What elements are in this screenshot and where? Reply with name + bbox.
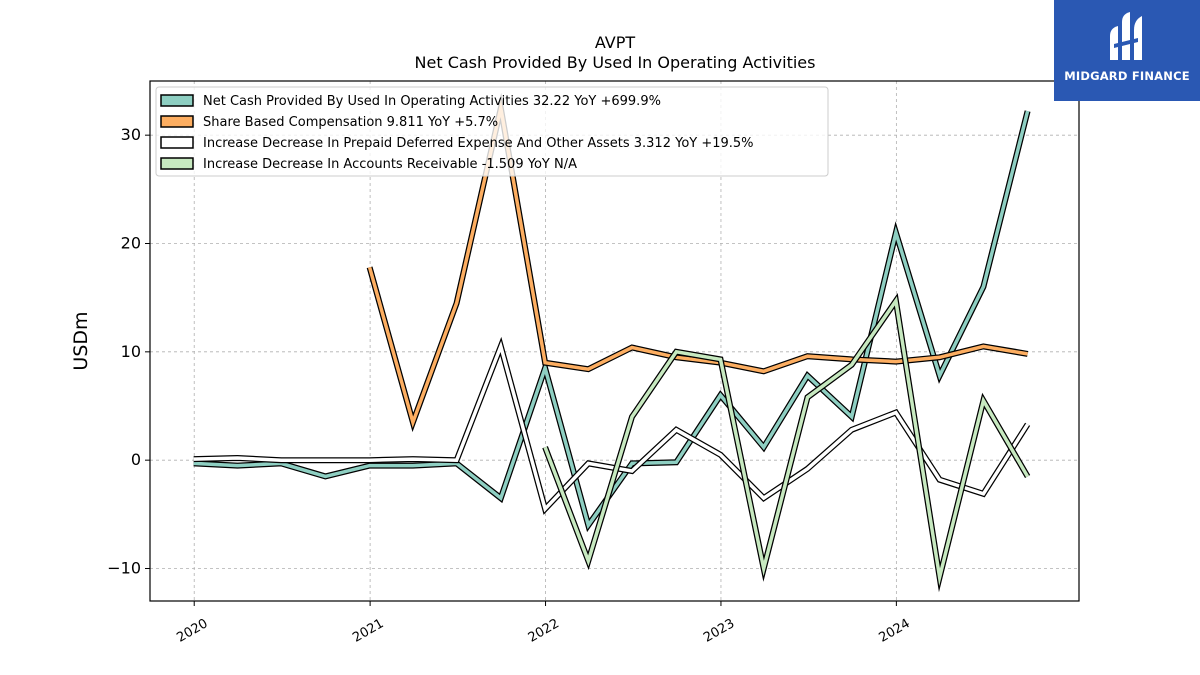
legend-label: Net Cash Provided By Used In Operating A… — [203, 94, 661, 109]
legend-swatch — [160, 157, 194, 170]
legend-item-3[interactable]: Increase Decrease In Prepaid Deferred Ex… — [160, 136, 754, 151]
series-stroke — [367, 99, 1028, 428]
x-tick-label: 2020 — [174, 616, 210, 646]
legend-item-4[interactable]: Increase Decrease In Accounts Receivable… — [160, 157, 577, 172]
series-line-2 — [366, 92, 1029, 433]
x-tick-label: 2021 — [350, 616, 386, 646]
midgard-finance-logo: MIDGARD FINANCE — [1054, 0, 1200, 101]
legend-swatch — [160, 136, 194, 149]
series-line-4 — [542, 293, 1031, 593]
chart-title: AVPT — [595, 33, 636, 52]
legend-swatch — [160, 94, 194, 107]
y-tick-label: 10 — [121, 342, 141, 361]
x-tick-label: 2022 — [526, 616, 562, 646]
legend-label: Increase Decrease In Prepaid Deferred Ex… — [203, 136, 754, 151]
legend[interactable]: Net Cash Provided By Used In Operating A… — [155, 86, 829, 177]
y-tick-label: 30 — [121, 125, 141, 144]
legend-label: Increase Decrease In Accounts Receivable… — [203, 157, 577, 172]
midgard-logo-icon — [1110, 12, 1142, 60]
series-stroke — [193, 340, 1030, 513]
y-axis-label: USDm — [70, 311, 92, 370]
x-tick-label: 2023 — [701, 616, 737, 646]
y-tick-label: −10 — [107, 559, 141, 578]
y-tick-label: 0 — [131, 450, 141, 469]
y-tick-label: 20 — [121, 234, 141, 253]
plot-frame — [149, 80, 1080, 602]
legend-item-2[interactable]: Share Based Compensation 9.811 YoY +5.7% — [160, 115, 498, 130]
series-line-3 — [193, 336, 1031, 515]
x-tick-label: 2024 — [877, 616, 913, 646]
legend-box — [155, 86, 829, 177]
legend-item-1[interactable]: Net Cash Provided By Used In Operating A… — [160, 94, 661, 109]
logo-text: MIDGARD FINANCE — [1064, 69, 1190, 83]
chart-subtitle: Net Cash Provided By Used In Operating A… — [415, 53, 816, 72]
series-stroke — [543, 296, 1030, 587]
legend-swatch — [160, 115, 194, 128]
series-layer — [193, 92, 1031, 593]
legend-label: Share Based Compensation 9.811 YoY +5.7% — [203, 115, 498, 130]
